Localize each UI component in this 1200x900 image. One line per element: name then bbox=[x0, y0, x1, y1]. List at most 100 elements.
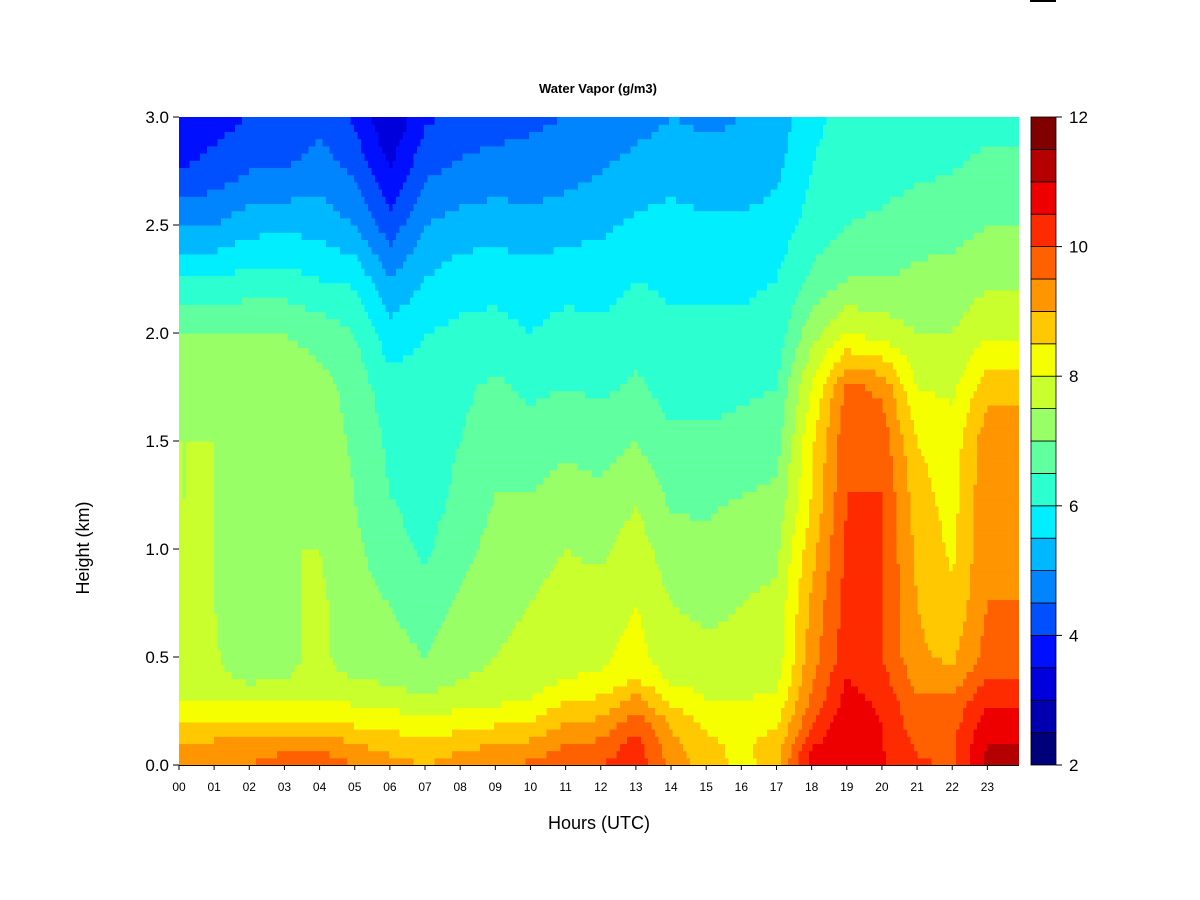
heatmap-cell bbox=[368, 563, 373, 572]
heatmap-cell bbox=[287, 757, 292, 765]
heatmap-cell bbox=[322, 376, 327, 384]
heatmap-cell bbox=[284, 462, 289, 471]
heatmap-cell bbox=[256, 714, 261, 723]
heatmap-cell bbox=[343, 563, 348, 572]
heatmap-cell bbox=[280, 239, 285, 248]
heatmap-cell bbox=[210, 513, 215, 521]
heatmap-cell bbox=[245, 469, 250, 478]
heatmap-cell bbox=[312, 174, 317, 183]
heatmap-cell bbox=[196, 225, 201, 233]
heatmap-cell bbox=[193, 556, 198, 564]
heatmap-cell bbox=[228, 261, 233, 269]
heatmap-cell bbox=[245, 592, 250, 600]
heatmap-cell bbox=[259, 606, 264, 615]
heatmap-cell bbox=[329, 239, 334, 248]
heatmap-cell bbox=[242, 534, 247, 543]
heatmap-cell bbox=[228, 397, 233, 406]
heatmap-cell bbox=[238, 714, 243, 723]
chart-title: Water Vapor (g/m3) bbox=[539, 81, 657, 96]
heatmap-cell bbox=[221, 657, 226, 665]
heatmap-cell bbox=[179, 153, 184, 161]
heatmap-cell bbox=[259, 491, 264, 500]
heatmap-cell bbox=[371, 520, 376, 528]
heatmap-cell bbox=[315, 117, 320, 125]
heatmap-cell bbox=[189, 426, 194, 435]
heatmap-cell bbox=[238, 678, 243, 687]
heatmap-cell bbox=[179, 160, 184, 168]
heatmap-cell bbox=[361, 469, 366, 478]
heatmap-cell bbox=[354, 167, 359, 176]
heatmap-cell bbox=[364, 462, 369, 471]
heatmap-cell bbox=[221, 225, 226, 233]
heatmap-cell bbox=[252, 433, 257, 442]
heatmap-cell bbox=[210, 282, 215, 291]
heatmap-cell bbox=[179, 397, 184, 406]
heatmap-cell bbox=[357, 189, 362, 197]
heatmap-cell bbox=[259, 369, 264, 377]
heatmap-cell bbox=[252, 563, 257, 572]
heatmap-cell bbox=[186, 297, 191, 305]
heatmap-cell bbox=[196, 376, 201, 384]
heatmap-cell bbox=[196, 693, 201, 701]
heatmap-cell bbox=[249, 527, 254, 536]
heatmap-cell bbox=[336, 131, 341, 140]
heatmap-cell bbox=[364, 181, 369, 190]
heatmap-cell bbox=[361, 714, 366, 723]
heatmap-cell bbox=[312, 621, 317, 629]
heatmap-cell bbox=[329, 505, 334, 514]
heatmap-cell bbox=[235, 469, 240, 478]
heatmap-cell bbox=[347, 549, 352, 557]
heatmap-cell bbox=[235, 354, 240, 363]
heatmap-cell bbox=[179, 333, 184, 341]
heatmap-cell bbox=[322, 297, 327, 305]
heatmap-cell bbox=[203, 282, 208, 291]
heatmap-cell bbox=[315, 397, 320, 406]
heatmap-cell bbox=[315, 232, 320, 240]
heatmap-cell bbox=[333, 714, 338, 723]
heatmap-cell bbox=[238, 268, 243, 276]
heatmap-cell bbox=[322, 678, 327, 687]
heatmap-cell bbox=[326, 361, 331, 370]
heatmap-cell bbox=[193, 131, 198, 140]
heatmap-cell bbox=[186, 203, 191, 212]
heatmap-cell bbox=[294, 289, 299, 298]
heatmap-cell bbox=[284, 304, 289, 312]
heatmap-cell bbox=[186, 405, 191, 413]
heatmap-cell bbox=[217, 210, 222, 219]
heatmap-cell bbox=[196, 153, 201, 161]
heatmap-cell bbox=[228, 383, 233, 392]
heatmap-cell bbox=[312, 664, 317, 672]
heatmap-cell bbox=[347, 685, 352, 694]
heatmap-cell bbox=[305, 592, 310, 600]
heatmap-cell bbox=[263, 311, 268, 320]
heatmap-cell bbox=[329, 484, 334, 492]
heatmap-cell bbox=[214, 707, 219, 716]
heatmap-cell bbox=[242, 347, 247, 356]
heatmap-cell bbox=[242, 433, 247, 442]
heatmap-cell bbox=[371, 577, 376, 586]
heatmap-cell bbox=[252, 174, 257, 183]
heatmap-cell bbox=[196, 520, 201, 528]
heatmap-cell bbox=[273, 498, 278, 507]
heatmap-cell bbox=[336, 361, 341, 370]
heatmap-cell bbox=[343, 455, 348, 464]
heatmap-cell bbox=[231, 556, 236, 564]
heatmap-cell bbox=[266, 664, 271, 672]
heatmap-cell bbox=[340, 275, 345, 284]
heatmap-cell bbox=[333, 145, 338, 154]
heatmap-cell bbox=[284, 117, 289, 125]
heatmap-cell bbox=[277, 117, 282, 125]
heatmap-cell bbox=[235, 585, 240, 593]
heatmap-cell bbox=[217, 477, 222, 485]
heatmap-cell bbox=[203, 693, 208, 701]
heatmap-cell bbox=[266, 210, 271, 219]
heatmap-cell bbox=[231, 333, 236, 341]
heatmap-cell bbox=[210, 736, 215, 744]
heatmap-cell bbox=[214, 729, 219, 737]
heatmap-cell bbox=[207, 721, 212, 730]
heatmap-cell bbox=[200, 714, 205, 723]
heatmap-cell bbox=[298, 736, 303, 744]
heatmap-cell bbox=[249, 491, 254, 500]
heatmap-cell bbox=[361, 117, 366, 125]
heatmap-cell bbox=[340, 340, 345, 348]
